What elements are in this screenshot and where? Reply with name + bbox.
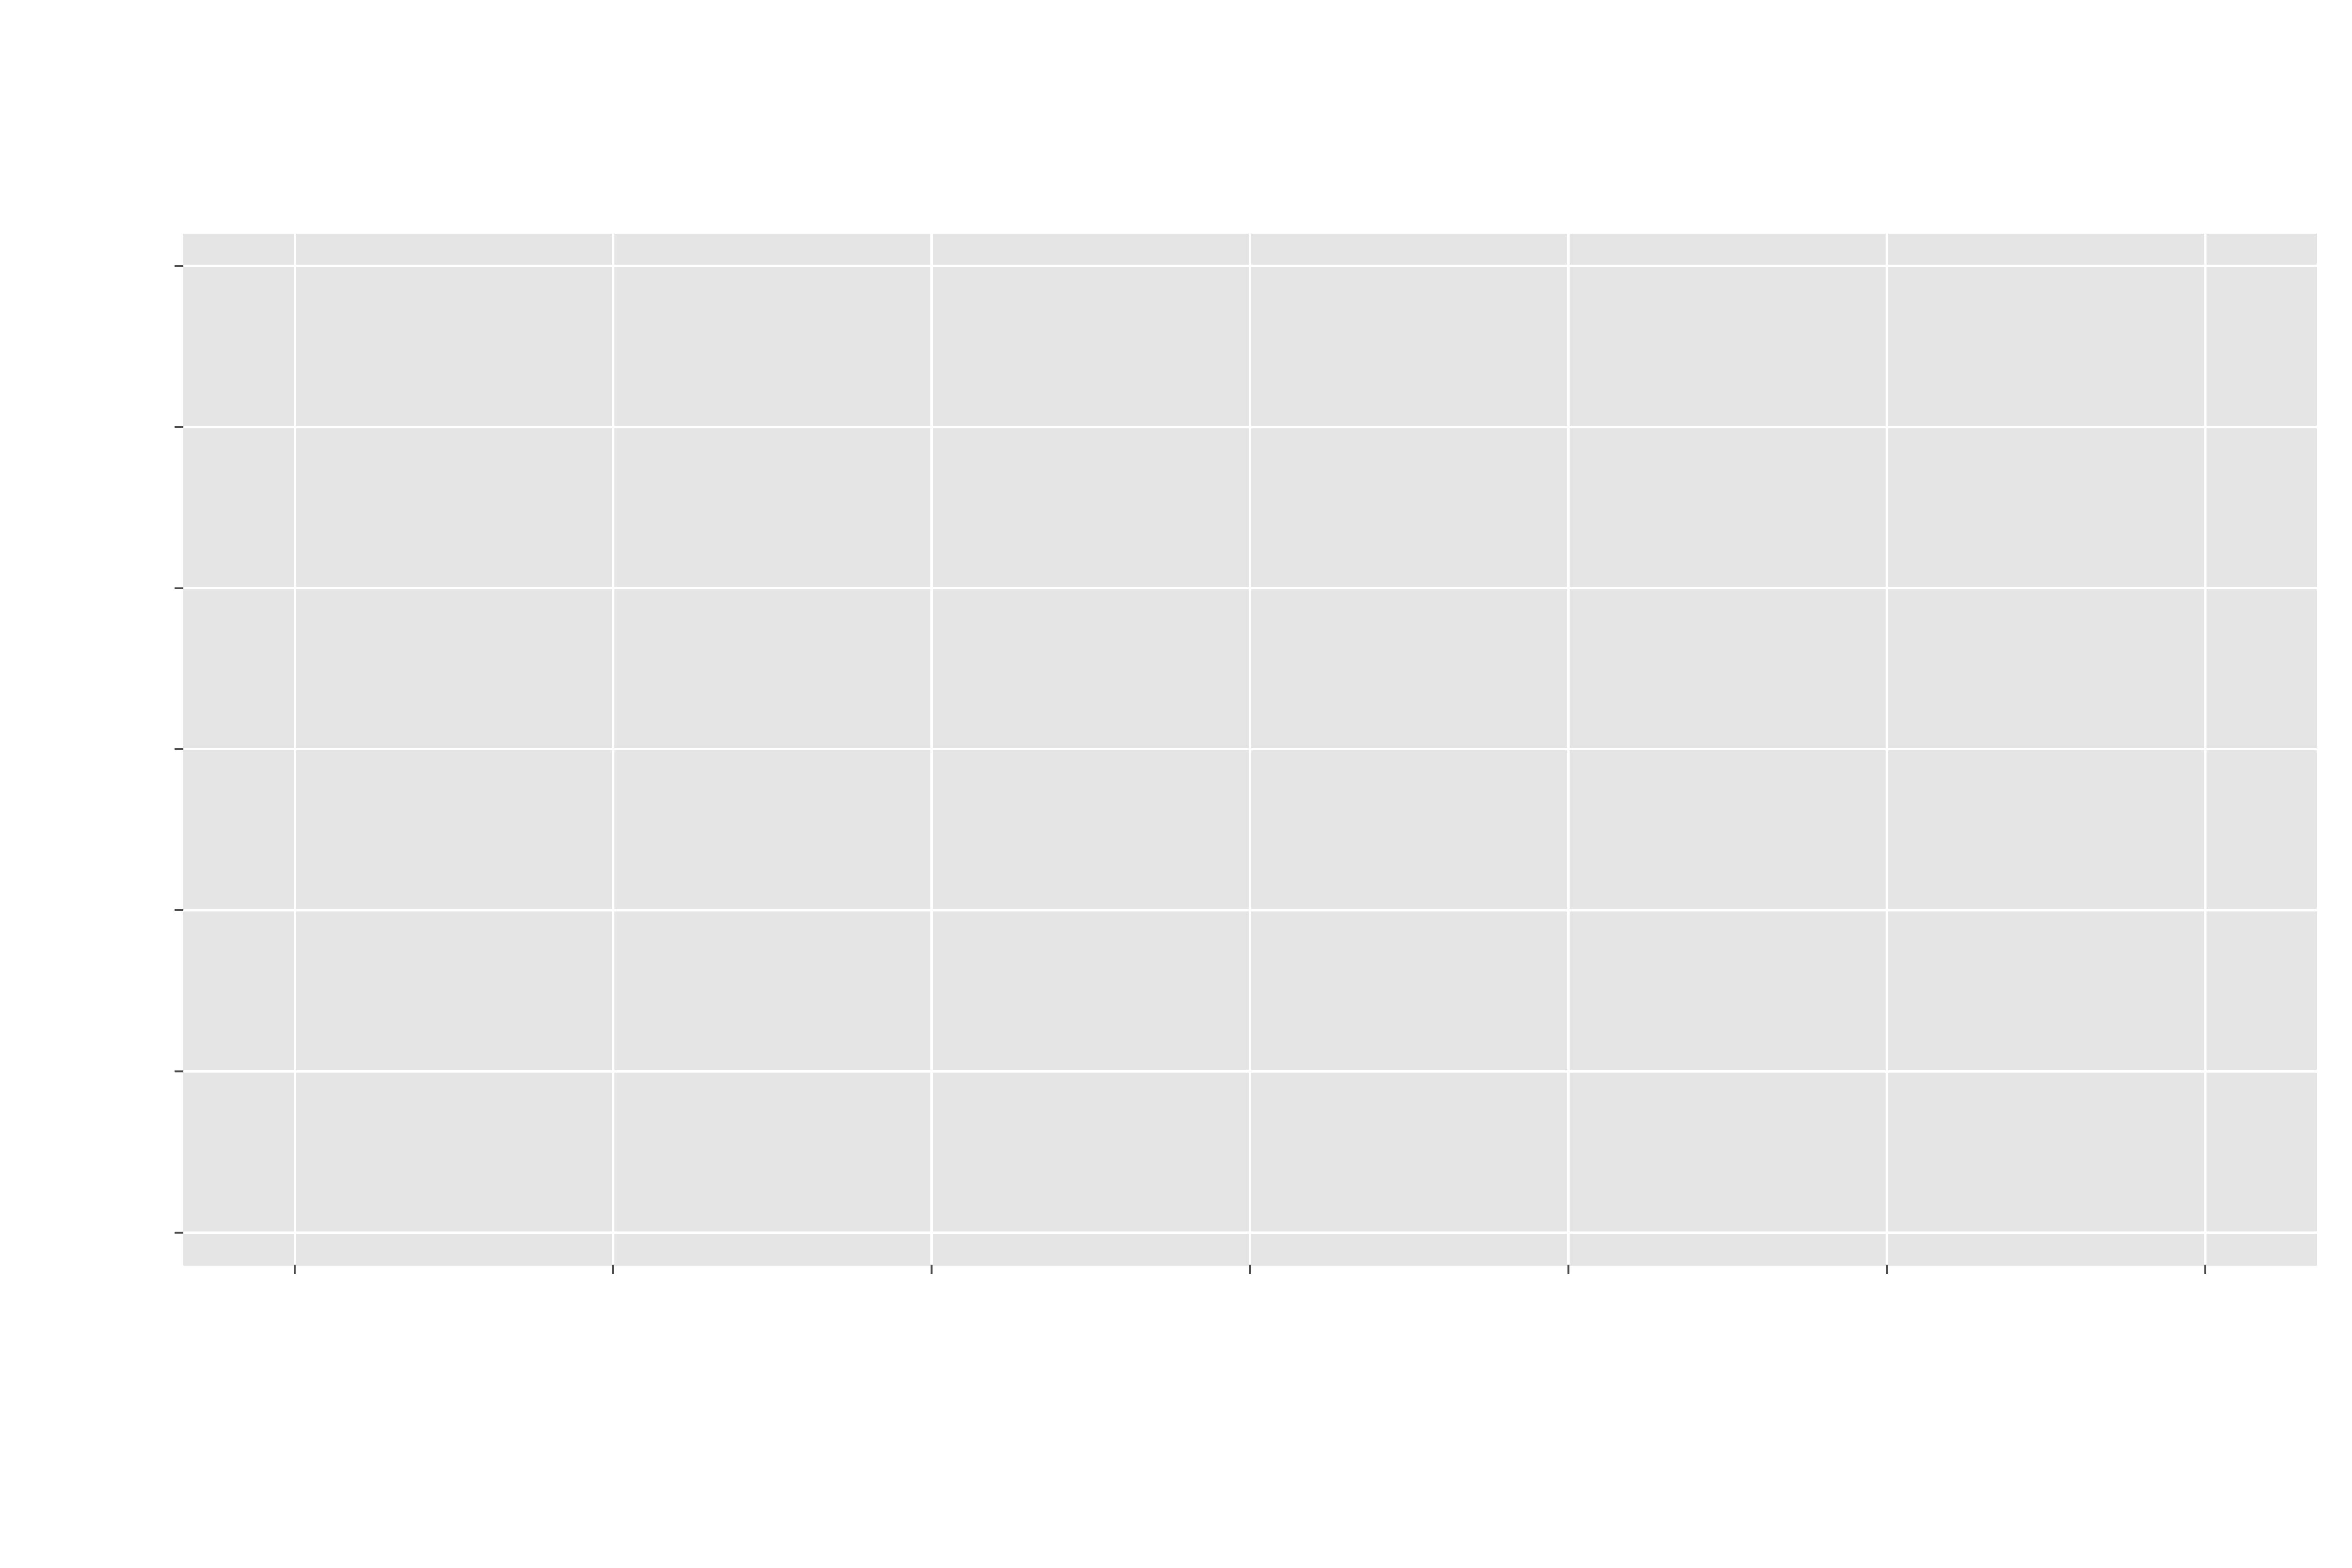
chart-container: [0, 0, 2352, 1568]
line-chart: [0, 0, 2352, 1568]
